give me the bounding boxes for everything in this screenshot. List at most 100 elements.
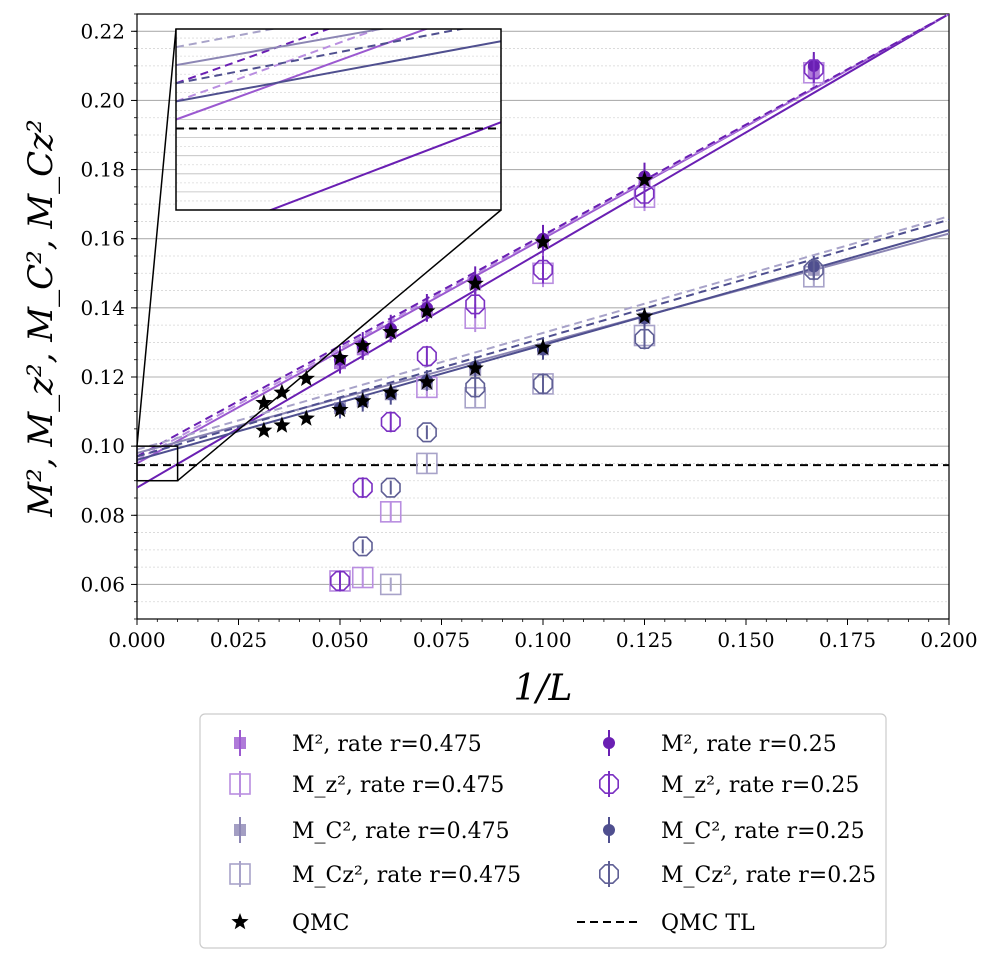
y-axis-label: M², M_z², M_C², M_Cz²: [21, 119, 61, 517]
data-point: [532, 259, 554, 280]
data-point: [465, 377, 486, 398]
series-mz_r25: [329, 55, 824, 592]
inset-plot: [175, 28, 502, 211]
legend-label: M², rate r=0.25: [661, 732, 837, 757]
legend-marker: [603, 824, 615, 836]
data-point: [466, 274, 484, 291]
y-tick-label: 0.12: [80, 365, 125, 389]
inset-fit-line-m2_r25: [176, 29, 332, 85]
inset-fit-line-m2_r25: [268, 121, 501, 210]
legend-entry-qmc: QMC: [231, 911, 349, 936]
x-tick-label: 0.200: [920, 628, 977, 652]
data-point: [466, 359, 484, 376]
x-tick-label: 0.175: [819, 628, 876, 652]
x-tick-label: 0.050: [311, 628, 368, 652]
data-point: [273, 383, 291, 400]
legend-entry-mz_r475: M_z², rate r=0.475: [229, 771, 504, 798]
data-point: [255, 421, 273, 438]
y-tick-label: 0.06: [80, 572, 125, 596]
legend-entry-mz_r25: M_z², rate r=0.25: [598, 771, 859, 798]
y-tick-label: 0.20: [80, 88, 125, 112]
legend-label: QMC: [292, 911, 349, 936]
data-point: [416, 422, 437, 443]
legend-marker: [598, 773, 620, 795]
data-point: [354, 392, 372, 409]
legend-entry-mcz_r25: M_Cz², rate r=0.25: [598, 861, 876, 888]
legend-marker: [603, 737, 615, 749]
legend-label: M_C², rate r=0.475: [292, 819, 510, 844]
series-mc_r475: [334, 259, 820, 416]
data-point: [635, 307, 654, 324]
data-point: [297, 409, 315, 426]
legend: M², rate r=0.475 M_z², rate r=0.475 M_C², …: [199, 713, 887, 949]
x-tick-label: 0.000: [108, 628, 165, 652]
legend-label: M_z², rate r=0.25: [661, 773, 859, 798]
x-tick-label: 0.100: [514, 628, 571, 652]
data-point: [351, 566, 374, 589]
data-point: [382, 323, 400, 340]
legend-label: M_Cz², rate r=0.475: [292, 863, 521, 888]
legend-entry-mc_r25: M_C², rate r=0.25: [603, 817, 865, 844]
legend-label: M_Cz², rate r=0.25: [661, 863, 876, 888]
legend-marker: [231, 913, 249, 930]
x-axis: 0.000 0.025 0.050 0.075 0.100 0.125 0.150 0.175…: [108, 619, 978, 652]
legend-marker: [234, 824, 246, 836]
data-point: [352, 477, 373, 498]
fit-line-mcz_r475-dashed: [137, 215, 949, 451]
data-point: [418, 302, 436, 319]
x-tick-label: 0.150: [717, 628, 774, 652]
legend-label: M², rate r=0.475: [292, 732, 482, 757]
legend-entry-m2_r475: M², rate r=0.475: [234, 730, 482, 757]
data-point: [634, 328, 655, 350]
y-tick-label: 0.22: [80, 19, 125, 43]
inset-content: [176, 29, 501, 210]
x-axis-label: 1/L: [514, 668, 573, 709]
inset-fit-line-mz_r475: [176, 29, 381, 103]
data-point: [379, 501, 402, 523]
zoom-box: [136, 445, 179, 482]
y-tick-label: 0.14: [80, 296, 125, 320]
legend-marker: [234, 737, 246, 749]
series-qmc: [255, 170, 654, 438]
data-point: [416, 346, 437, 367]
data-point: [803, 259, 824, 280]
x-tick-label: 0.025: [210, 628, 267, 652]
legend-label: QMC TL: [661, 911, 755, 936]
inset-fit-line-mcz_r475: [176, 29, 278, 49]
inset-frame: [175, 28, 502, 211]
legend-label: M_C², rate r=0.25: [661, 819, 865, 844]
legend-label: M_z², rate r=0.475: [292, 773, 504, 798]
data-point: [297, 369, 315, 386]
zoom-connector: [177, 209, 502, 482]
data-point: [532, 373, 554, 395]
data-point: [534, 233, 552, 250]
y-tick-label: 0.18: [80, 158, 125, 182]
inset-fit-line-mc_r25: [176, 40, 501, 103]
inset-fit-line-m2_r475: [176, 29, 429, 121]
data-point: [380, 477, 401, 498]
y-tick-label: 0.08: [80, 503, 125, 527]
data-point: [352, 536, 373, 557]
data-point: [379, 573, 402, 596]
data-series: [255, 52, 825, 596]
series-mcz_r25: [352, 259, 824, 557]
zoom-connector: [136, 28, 177, 447]
x-tick-label: 0.125: [616, 628, 673, 652]
data-point: [329, 570, 351, 592]
y-axis: 0.06 0.08 0.10 0.12 0.14 0.16 0.18 0.20 0.22: [80, 13, 137, 620]
data-point: [416, 452, 438, 475]
legend-marker: [229, 773, 251, 795]
legend-marker: [229, 863, 251, 885]
data-point: [635, 170, 654, 188]
data-point: [255, 393, 273, 411]
data-point: [465, 294, 486, 315]
legend-entry-mcz_r475: M_Cz², rate r=0.475: [229, 861, 521, 888]
legend-entry-qmc_tl: QMC TL: [577, 911, 755, 936]
data-point: [803, 59, 824, 80]
y-tick-label: 0.10: [80, 434, 125, 458]
inset-fit-line-mc_r25: [176, 29, 467, 85]
legend-box: [199, 713, 887, 949]
data-point: [382, 383, 400, 400]
legend-entry-mc_r475: M_C², rate r=0.475: [234, 817, 510, 844]
legend-entry-m2_r25: M², rate r=0.25: [603, 730, 837, 757]
